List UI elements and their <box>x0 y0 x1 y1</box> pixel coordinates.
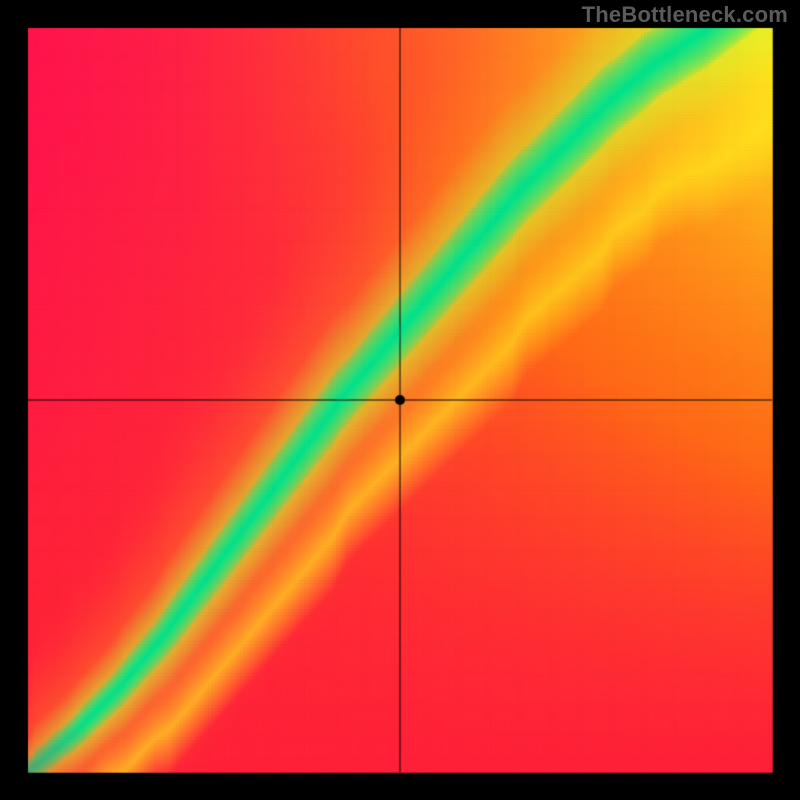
bottleneck-heatmap <box>0 0 800 800</box>
watermark-label: TheBottleneck.com <box>582 2 788 28</box>
